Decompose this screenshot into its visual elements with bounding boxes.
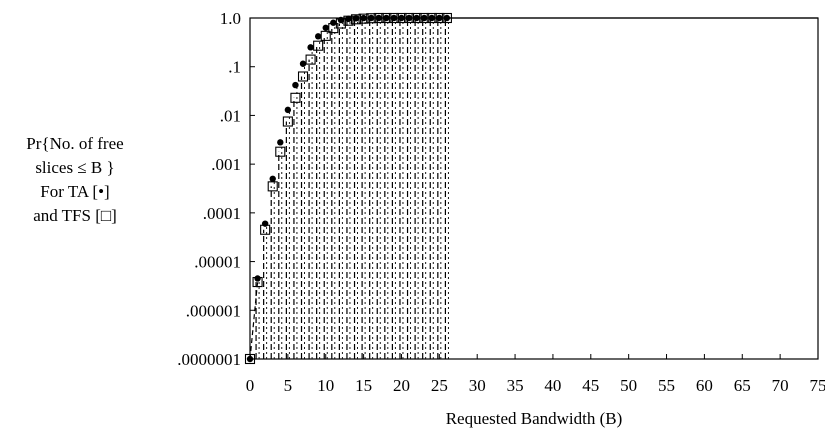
ta-point (367, 14, 375, 22)
tfs-point (282, 116, 293, 127)
x-tick-label: 15 (355, 376, 372, 395)
x-tick-label: 40 (544, 376, 561, 395)
tfs-point (297, 71, 309, 82)
x-tick-label: 55 (658, 376, 675, 395)
ta-point (405, 14, 413, 22)
x-tick-label: 20 (393, 376, 410, 395)
tfs-point (252, 276, 263, 288)
ta-point (299, 60, 307, 67)
x-tick-label: 75 (810, 376, 825, 395)
x-tick-label: 50 (620, 376, 637, 395)
ta-point (360, 14, 367, 22)
tfs-point (244, 353, 256, 365)
y-tick-label: .01 (220, 106, 241, 125)
y-tick-label: .001 (211, 155, 241, 174)
x-tick-label: 10 (317, 376, 334, 395)
x-tick-label: 25 (431, 376, 448, 395)
tfs-point (313, 40, 324, 51)
ta-point (314, 33, 322, 40)
tfs-point (350, 14, 362, 25)
tfs-point (441, 12, 452, 24)
x-tick-label: 5 (284, 376, 293, 395)
y-axis-label: Pr{No. of free slices ≤ B } For TA [•] a… (0, 132, 150, 228)
ta-point (436, 14, 443, 22)
ta-point (352, 15, 360, 22)
tfs-point (275, 146, 286, 157)
ta-point (269, 175, 276, 183)
tfs-connector (249, 281, 259, 360)
tfs-point (290, 92, 301, 103)
y-tick-label: .000001 (186, 301, 241, 320)
ta-point (277, 139, 284, 146)
y-tick-label: .00001 (194, 253, 241, 272)
ta-point (292, 81, 299, 89)
y-axis-label-line: Pr{No. of free (26, 134, 124, 153)
ta-point (390, 14, 398, 22)
y-axis-label-line: slices ≤ B } (35, 158, 115, 177)
x-tick-label: 60 (696, 376, 713, 395)
x-tick-label: 0 (246, 376, 255, 395)
ta-point (383, 14, 390, 22)
x-tick-label: 65 (734, 376, 751, 395)
y-tick-label: .1 (228, 58, 241, 77)
tfs-point (320, 30, 331, 41)
ta-point (428, 14, 435, 22)
tfs-point (260, 224, 271, 235)
ta-point (398, 14, 405, 22)
x-tick-label: 70 (772, 376, 789, 395)
x-axis-label: Requested Bandwidth (B) (445, 409, 623, 428)
ta-point (345, 15, 352, 23)
ta-point (443, 14, 451, 22)
ta-point (246, 355, 254, 363)
y-axis-label-line: For TA [•] (40, 182, 110, 201)
y-tick-label: .0001 (203, 204, 241, 223)
y-tick-label: .0000001 (177, 350, 241, 369)
tfs-point (267, 181, 278, 192)
tfs-point (343, 15, 354, 26)
tfs-point (335, 18, 346, 29)
x-tick-label: 30 (469, 376, 486, 395)
ta-point (420, 14, 428, 22)
ta-point (330, 19, 337, 26)
x-tick-label: 35 (507, 376, 524, 395)
ta-point (284, 106, 292, 114)
ta-point (307, 44, 314, 51)
ta-point (322, 24, 329, 31)
ta-point (375, 14, 382, 22)
y-tick-label: 1.0 (220, 9, 241, 28)
ta-point (254, 275, 261, 282)
ta-point (261, 220, 269, 227)
ta-point (337, 16, 345, 24)
tfs-point (305, 54, 316, 65)
ta-point (413, 14, 420, 22)
y-axis-label-line: and TFS [□] (33, 206, 117, 225)
x-tick-label: 45 (582, 376, 599, 395)
